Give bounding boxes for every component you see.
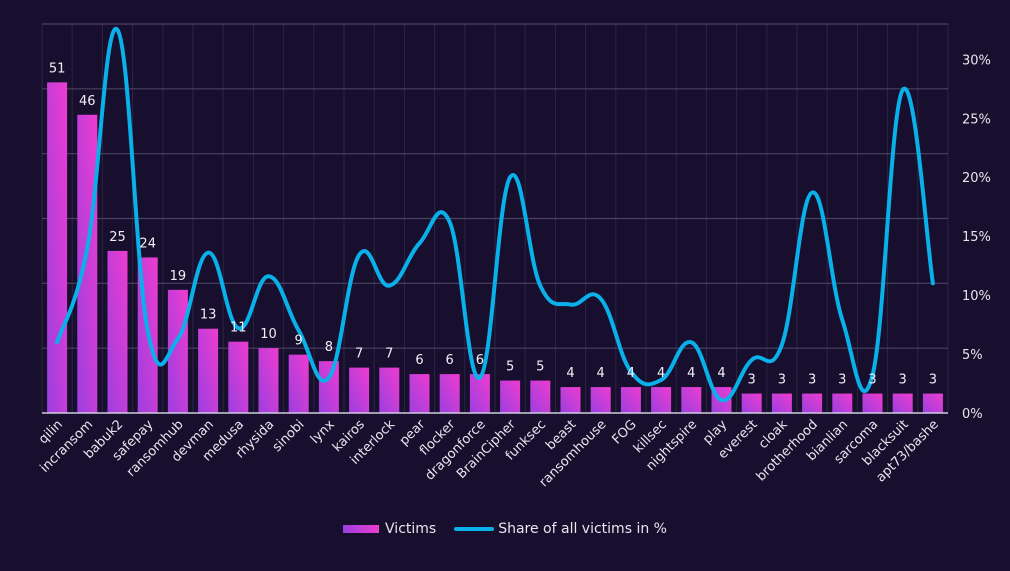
data-label-victims: 3 — [778, 373, 786, 388]
bar-victims — [47, 82, 67, 413]
legend-item-victims[interactable]: Victims — [343, 521, 436, 537]
bar-victims — [379, 368, 399, 413]
y-right-tick-label: 0% — [962, 407, 983, 422]
bar-victims — [651, 387, 671, 413]
bar-victims — [228, 342, 248, 413]
legend-swatch-share — [454, 527, 494, 531]
bar-victims — [893, 394, 913, 413]
bar-victims — [923, 394, 943, 413]
data-label-victims: 9 — [295, 334, 303, 349]
y-right-tick-label: 5% — [962, 348, 983, 363]
data-label-victims: 4 — [657, 366, 665, 381]
bar-victims — [863, 394, 883, 413]
data-label-victims: 5 — [536, 360, 544, 375]
data-label-victims: 3 — [748, 373, 756, 388]
bar-victims — [681, 387, 701, 413]
data-label-victims: 8 — [325, 340, 333, 355]
data-label-victims: 13 — [200, 308, 217, 323]
legend-label-share: Share of all victims in % — [498, 521, 667, 537]
data-label-victims: 4 — [627, 366, 635, 381]
data-label-victims: 4 — [566, 366, 574, 381]
data-label-victims: 3 — [808, 373, 816, 388]
x-tick-label: sinobi — [270, 417, 308, 455]
legend-label-victims: Victims — [385, 521, 436, 537]
y-right-tick-label: 30% — [962, 53, 991, 68]
data-label-victims: 51 — [49, 61, 66, 76]
bar-victims — [410, 374, 430, 413]
y-right-tick-label: 15% — [962, 230, 991, 245]
bar-victims — [319, 361, 339, 413]
data-label-victims: 4 — [597, 366, 605, 381]
data-label-victims: 6 — [476, 353, 484, 368]
legend: Victims Share of all victims in % — [0, 521, 1010, 537]
data-label-victims: 4 — [687, 366, 695, 381]
bar-victims — [802, 394, 822, 413]
data-label-victims: 7 — [385, 347, 393, 362]
data-label-victims: 46 — [79, 94, 96, 109]
data-label-victims: 3 — [899, 373, 907, 388]
y-right-tick-label: 10% — [962, 289, 991, 304]
data-label-victims: 6 — [415, 353, 423, 368]
data-label-victims: 3 — [929, 373, 937, 388]
bar-victims — [289, 355, 309, 413]
bar-victims — [349, 368, 369, 413]
bar-victims — [621, 387, 641, 413]
data-label-victims: 10 — [260, 327, 277, 342]
data-label-victims: 7 — [355, 347, 363, 362]
bar-victims — [77, 115, 97, 413]
data-label-victims: 11 — [230, 321, 247, 336]
data-label-victims: 25 — [109, 230, 126, 245]
bar-victims — [591, 387, 611, 413]
data-label-victims: 3 — [838, 373, 846, 388]
bar-victims — [742, 394, 762, 413]
bar-victims — [198, 329, 218, 413]
bar-victims — [108, 251, 128, 413]
data-label-victims: 6 — [446, 353, 454, 368]
bar-victims — [832, 394, 852, 413]
y-right-tick-label: 25% — [962, 112, 991, 127]
legend-swatch-victims — [343, 525, 379, 533]
bar-victims — [440, 374, 460, 413]
bar-victims — [259, 348, 279, 413]
data-label-victims: 5 — [506, 360, 514, 375]
bar-victims — [470, 374, 490, 413]
bar-victims — [500, 381, 520, 413]
y-right-tick-label: 20% — [962, 171, 991, 186]
data-label-victims: 3 — [868, 373, 876, 388]
bar-victims — [561, 387, 581, 413]
data-label-victims: 19 — [170, 269, 187, 284]
data-label-victims: 24 — [139, 236, 156, 251]
bar-victims — [772, 394, 792, 413]
legend-item-share[interactable]: Share of all victims in % — [454, 521, 667, 537]
data-label-victims: 4 — [717, 366, 725, 381]
bar-victims — [530, 381, 550, 413]
